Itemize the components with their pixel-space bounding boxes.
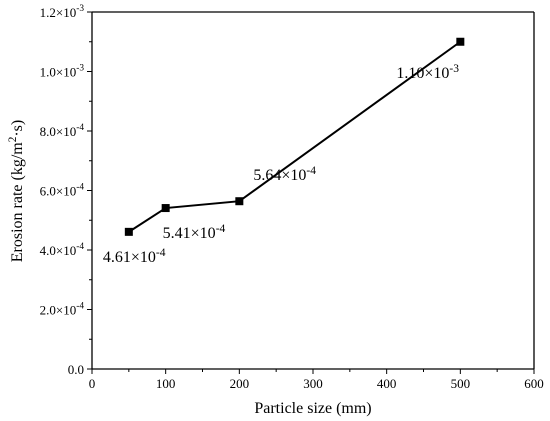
x-tick-label: 0 (89, 376, 96, 391)
y-tick-label: 6.0×10-4 (40, 183, 85, 199)
axes: 0 100 200 300 400 500 600 0.0 2.0×10-4 4.0×10-4 6.… (40, 4, 544, 391)
data-label: 5.64×10-4 (253, 165, 316, 184)
y-tick-label: 4.0×10-4 (40, 242, 85, 258)
x-tick-label: 200 (230, 376, 250, 391)
data-point-marker (161, 204, 170, 213)
y-tick-label: 0.0 (68, 362, 84, 377)
data-label: 4.61×10-4 (103, 247, 166, 266)
y-tick-label: 2.0×10-4 (40, 302, 85, 318)
series-group (124, 37, 465, 236)
data-point-marker (235, 197, 244, 206)
y-axis-label: Erosion rate (kg/m2·s) (7, 120, 26, 262)
data-point-marker (124, 227, 133, 236)
y-tick-label: 1.2×10-3 (40, 4, 85, 20)
data-point-marker (456, 37, 465, 46)
y-tick-label: 1.0×10-3 (40, 64, 85, 80)
x-tick-label: 400 (377, 376, 397, 391)
x-tick-label: 300 (303, 376, 323, 391)
data-label: 5.41×10-4 (163, 223, 226, 242)
x-axis-label: Particle size (mm) (254, 400, 371, 417)
series-line (128, 40, 461, 233)
data-labels: 4.61×10-4 5.41×10-4 5.64×10-4 1.10×10-3 (103, 63, 459, 266)
y-tick-label: 8.0×10-4 (40, 123, 85, 139)
data-label: 1.10×10-3 (396, 63, 459, 82)
x-tick-label: 500 (451, 376, 471, 391)
x-tick-label: 600 (524, 376, 544, 391)
x-tick-label: 100 (156, 376, 176, 391)
